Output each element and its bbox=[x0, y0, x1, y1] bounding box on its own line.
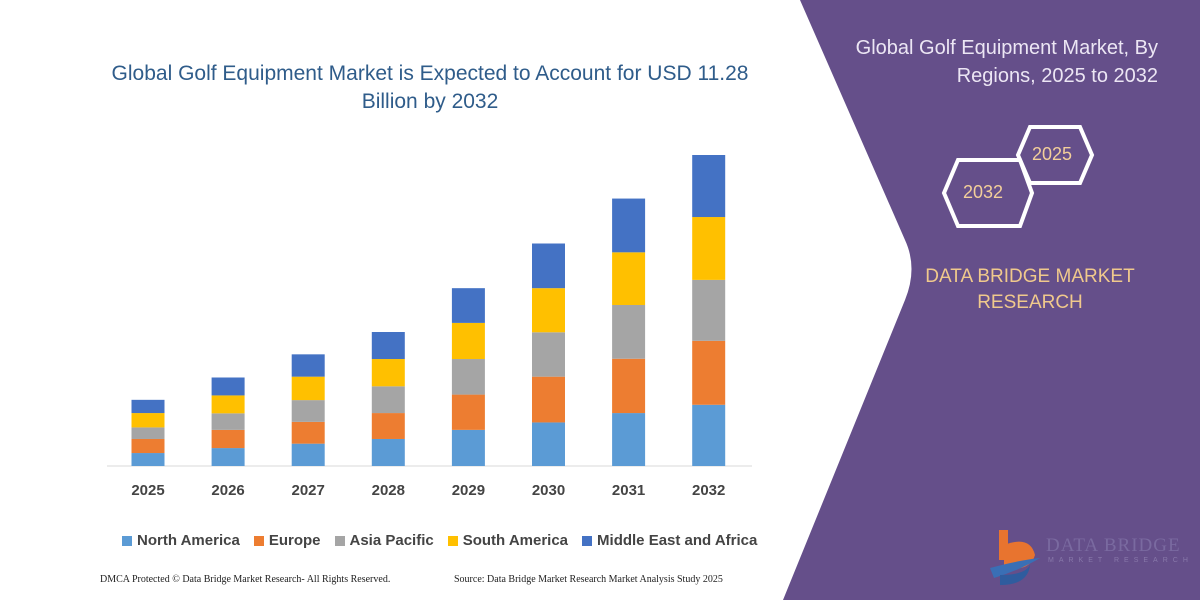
hex-2025 bbox=[1015, 125, 1095, 185]
bar-segment-asia-pacific-2032 bbox=[692, 279, 726, 341]
bar-segment-north-america-2031 bbox=[612, 413, 646, 466]
x-tick-label: 2025 bbox=[131, 482, 164, 499]
bar-segment-north-america-2025 bbox=[131, 453, 165, 466]
purple-panel bbox=[783, 0, 1200, 600]
legend-label: Europe bbox=[268, 532, 321, 549]
bar-segment-south-america-2029 bbox=[451, 322, 485, 360]
bar-segment-asia-pacific-2031 bbox=[612, 304, 646, 359]
legend-item: Europe bbox=[253, 532, 321, 549]
bar-segment-europe-2026 bbox=[211, 429, 245, 449]
x-tick-label: 2027 bbox=[292, 482, 325, 499]
logo-subtext: MARKET RESEARCH bbox=[1048, 557, 1193, 564]
bar-segment-north-america-2028 bbox=[371, 438, 405, 466]
bar-segment-south-america-2025 bbox=[131, 413, 165, 428]
chart-title: Global Golf Equipment Market is Expected… bbox=[111, 62, 749, 113]
legend-label: North America bbox=[137, 532, 240, 549]
bar-segment-north-america-2026 bbox=[211, 448, 245, 466]
bar-segment-south-america-2026 bbox=[211, 395, 245, 414]
bar-segment-north-america-2030 bbox=[532, 422, 565, 466]
bar-segment-asia-pacific-2029 bbox=[451, 359, 485, 395]
legend: North America Europe Asia Pacific South Ame… bbox=[122, 532, 757, 549]
bar-segment-north-america-2029 bbox=[451, 429, 485, 466]
bar-segment-asia-pacific-2026 bbox=[211, 413, 245, 430]
bar-segment-europe-2031 bbox=[612, 358, 646, 414]
legend-label: South America bbox=[462, 532, 569, 549]
legend-swatch bbox=[447, 535, 458, 546]
legend-item: Asia Pacific bbox=[334, 532, 434, 549]
legend-item: South America bbox=[447, 532, 569, 549]
bar-segment-europe-2027 bbox=[291, 421, 325, 444]
bar-segment-north-america-2032 bbox=[692, 404, 726, 466]
bar-segment-middle-east-and-africa-2027 bbox=[291, 354, 325, 377]
bar-segment-middle-east-and-africa-2030 bbox=[532, 243, 565, 289]
bar-segment-europe-2032 bbox=[692, 340, 726, 405]
legend-item: North America bbox=[122, 532, 240, 549]
bar-segment-south-america-2028 bbox=[371, 359, 405, 387]
bar-segment-middle-east-and-africa-2029 bbox=[451, 288, 485, 323]
bar-segment-south-america-2027 bbox=[291, 376, 325, 401]
legend-label: Asia Pacific bbox=[349, 532, 434, 549]
bar-segment-europe-2025 bbox=[131, 438, 165, 454]
bar-segment-middle-east-and-africa-2025 bbox=[131, 399, 165, 414]
bar-segment-europe-2030 bbox=[532, 376, 565, 423]
legend-swatch bbox=[334, 535, 345, 546]
x-tick-label: 2031 bbox=[612, 482, 645, 499]
x-tick-label: 2028 bbox=[372, 482, 405, 499]
x-tick-label: 2032 bbox=[692, 482, 725, 499]
logo-text: DATA BRIDGE bbox=[1046, 535, 1181, 556]
stacked-bar-chart: 2025 2026 2027 2028 2029 2030 2031 2032 bbox=[107, 155, 752, 499]
bar-segment-south-america-2031 bbox=[612, 252, 646, 305]
hex-label-2032: 2032 bbox=[963, 182, 1004, 202]
bar-segment-middle-east-and-africa-2032 bbox=[692, 155, 726, 218]
bar-segment-europe-2028 bbox=[371, 413, 405, 439]
bar-segment-asia-pacific-2030 bbox=[532, 332, 565, 377]
x-tick-label: 2029 bbox=[452, 482, 485, 499]
bar-segment-asia-pacific-2028 bbox=[371, 386, 405, 414]
legend-swatch bbox=[253, 535, 264, 546]
brand-name: DATA BRIDGE MARKET RESEARCH bbox=[925, 266, 1135, 313]
legend-swatch bbox=[582, 535, 593, 546]
footer-source: Source: Data Bridge Market Research Mark… bbox=[454, 574, 723, 585]
bar-segment-asia-pacific-2025 bbox=[131, 427, 165, 439]
panel-title: Global Golf Equipment Market, By Regions… bbox=[855, 37, 1158, 87]
bar-segment-europe-2029 bbox=[451, 394, 485, 430]
x-tick-label: 2026 bbox=[211, 482, 244, 499]
legend-item: Middle East and Africa bbox=[582, 532, 757, 549]
logo-icon bbox=[990, 530, 1040, 585]
bar-segment-north-america-2027 bbox=[291, 443, 325, 466]
hex-label-2025: 2025 bbox=[1032, 144, 1073, 164]
bar-segment-south-america-2032 bbox=[692, 217, 726, 280]
bar-segment-asia-pacific-2027 bbox=[291, 400, 325, 422]
footer-copyright: DMCA Protected © Data Bridge Market Rese… bbox=[100, 574, 391, 585]
x-tick-label: 2030 bbox=[532, 482, 565, 499]
bar-segment-middle-east-and-africa-2028 bbox=[371, 332, 405, 360]
bar-segment-middle-east-and-africa-2026 bbox=[211, 377, 245, 396]
bar-segment-middle-east-and-africa-2031 bbox=[612, 198, 646, 253]
legend-swatch bbox=[122, 535, 132, 546]
bar-segment-south-america-2030 bbox=[532, 288, 565, 333]
legend-label: Middle East and Africa bbox=[597, 532, 758, 549]
